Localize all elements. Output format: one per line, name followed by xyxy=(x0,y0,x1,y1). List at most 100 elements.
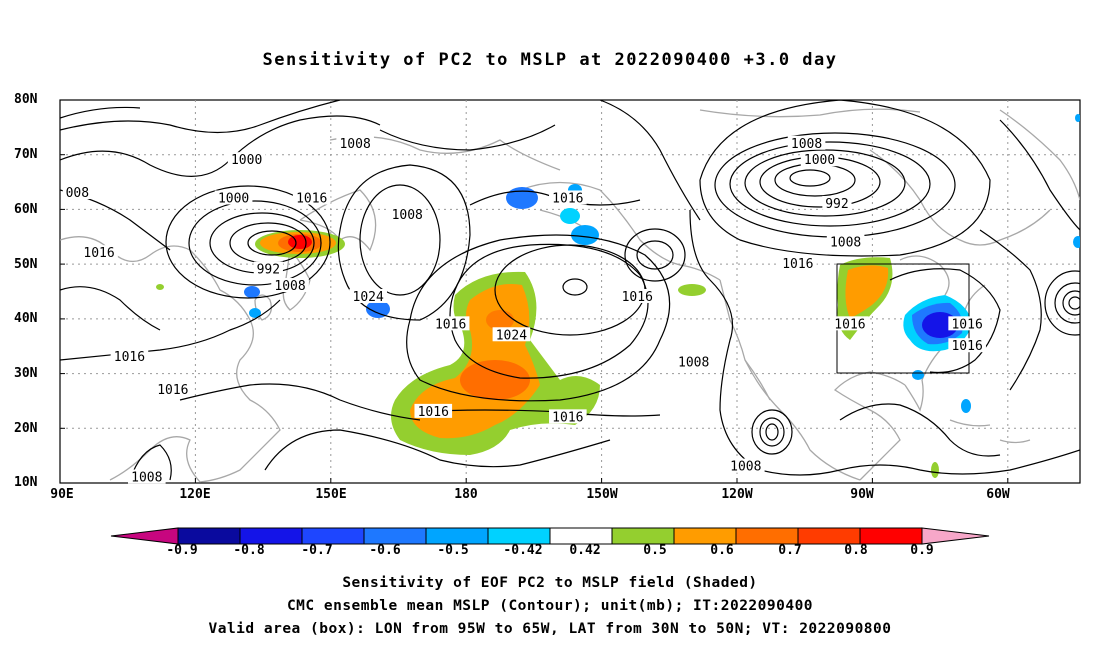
contour-label-bg xyxy=(822,195,852,210)
contour-label: 1008 xyxy=(730,460,761,475)
contour-label-bg xyxy=(800,152,839,167)
colorbar-label: 0.42 xyxy=(569,543,601,558)
contour-label-bg xyxy=(110,349,149,364)
colorbar-label: -0.7 xyxy=(301,543,333,558)
contour-label: 1008 xyxy=(339,137,370,152)
contour-label-bg xyxy=(253,261,283,276)
lat-label: 20N xyxy=(14,421,38,436)
lon-label: 180 xyxy=(454,487,478,502)
contour-label: 1016 xyxy=(435,317,466,332)
colorbar-swatch xyxy=(859,527,923,545)
colorbar-swatch xyxy=(239,527,303,545)
contour-label-bg xyxy=(414,403,453,418)
contour-label: 1016 xyxy=(951,317,982,332)
colorbar-label: 0.5 xyxy=(643,543,667,558)
contour-label-bg xyxy=(431,316,470,331)
contour-label-bg xyxy=(292,190,331,205)
lon-label: 90E xyxy=(50,487,74,502)
contour-label-bg xyxy=(80,245,118,260)
colorbar-label: -0.42 xyxy=(503,543,543,558)
contour-label: 1008 xyxy=(392,208,423,223)
colorbar-swatch xyxy=(673,527,737,545)
colorbar-label: -0.6 xyxy=(369,543,401,558)
lon-label: 150W xyxy=(586,487,618,502)
contour-label: 1024 xyxy=(353,290,384,305)
contour-label: 1008 xyxy=(274,279,305,294)
lat-label: 60N xyxy=(14,202,38,217)
contour-label-bg xyxy=(787,135,826,150)
colorbar-swatch xyxy=(177,527,241,545)
colorbar xyxy=(110,527,990,545)
plot-frame xyxy=(59,99,1081,484)
contour-label: 1016 xyxy=(114,350,145,365)
lat-label: 70N xyxy=(14,147,38,162)
colorbar-swatch xyxy=(549,527,613,545)
lon-label: 60W xyxy=(986,487,1010,502)
contour-label: 1016 xyxy=(622,290,653,305)
caption-line-1: Sensitivity of EOF PC2 to MSLP field (Sh… xyxy=(342,575,758,591)
contour-label: 008 xyxy=(66,186,89,201)
lat-label: 50N xyxy=(14,257,38,272)
contour-label: 1016 xyxy=(951,339,982,354)
contour-label-bg xyxy=(128,469,166,484)
contour-label-bg xyxy=(948,316,986,331)
contour-label: 1016 xyxy=(418,405,449,420)
colorbar-swatch xyxy=(611,527,675,545)
contour-label: 1008 xyxy=(131,471,162,486)
contour-label-bg xyxy=(826,234,865,249)
contour-label: 1016 xyxy=(83,246,114,261)
contour-label: 1016 xyxy=(834,317,865,332)
colorbar-label: -0.5 xyxy=(437,543,469,558)
contour-label-bg xyxy=(549,409,587,424)
contour-label: 1008 xyxy=(791,137,822,152)
contour-label: 1000 xyxy=(804,153,835,168)
lon-label: 150E xyxy=(315,487,347,502)
contour-label: 1000 xyxy=(231,153,262,168)
contour-label: 1016 xyxy=(782,257,813,272)
colorbar-swatch xyxy=(735,527,799,545)
contour-label: 1016 xyxy=(157,383,188,398)
lat-label: 10N xyxy=(14,475,38,490)
contour-label: 1024 xyxy=(496,328,527,343)
contour-label-bg xyxy=(388,206,427,221)
axis-ticks xyxy=(60,99,1009,483)
caption-line-2: CMC ensemble mean MSLP (Contour); unit(m… xyxy=(286,598,814,614)
contour-label-bg xyxy=(674,354,713,369)
contour-label: 992 xyxy=(257,263,280,278)
contour-label-bg xyxy=(726,458,765,473)
contour-label-bg xyxy=(154,381,192,396)
contour-label: 1008 xyxy=(678,356,709,371)
contour-label: 1008 xyxy=(830,235,861,250)
contour-label: 992 xyxy=(825,197,848,212)
contour-label-bg xyxy=(336,135,374,150)
contour-label-bg xyxy=(271,278,309,293)
colorbar-swatch xyxy=(797,527,861,545)
colorbar-label: 0.9 xyxy=(910,543,934,558)
lon-label: 120E xyxy=(179,487,211,502)
contour-label: 1016 xyxy=(552,191,583,206)
contour-label-bg xyxy=(948,338,986,353)
contour-label-bg xyxy=(779,256,817,271)
contour-label-bg xyxy=(62,185,92,200)
colorbar-label: 0.8 xyxy=(844,543,868,558)
colorbar-label: -0.8 xyxy=(233,543,265,558)
contour-label-bg xyxy=(549,190,587,205)
lon-label: 120W xyxy=(721,487,753,502)
colorbar-label: -0.9 xyxy=(166,543,198,558)
lon-label: 90W xyxy=(850,487,874,502)
lat-label: 40N xyxy=(14,311,38,326)
caption-line-3: Valid area (box): LON from 95W to 65W, L… xyxy=(208,621,892,637)
contour-label: 1000 xyxy=(218,191,249,206)
contour-label: 1016 xyxy=(296,191,327,206)
map-title: Sensitivity of PC2 to MSLP at 2022090400… xyxy=(262,50,838,70)
colorbar-label: 0.6 xyxy=(710,543,734,558)
contour-label-bg xyxy=(214,190,253,205)
colorbar-swatch xyxy=(487,527,551,545)
lat-label: 80N xyxy=(14,92,38,107)
contour-label-bg xyxy=(492,327,531,342)
lat-label: 30N xyxy=(14,366,38,381)
contour-label-bg xyxy=(227,152,266,167)
colorbar-swatch xyxy=(301,527,365,545)
colorbar-low-arrow xyxy=(110,527,179,545)
